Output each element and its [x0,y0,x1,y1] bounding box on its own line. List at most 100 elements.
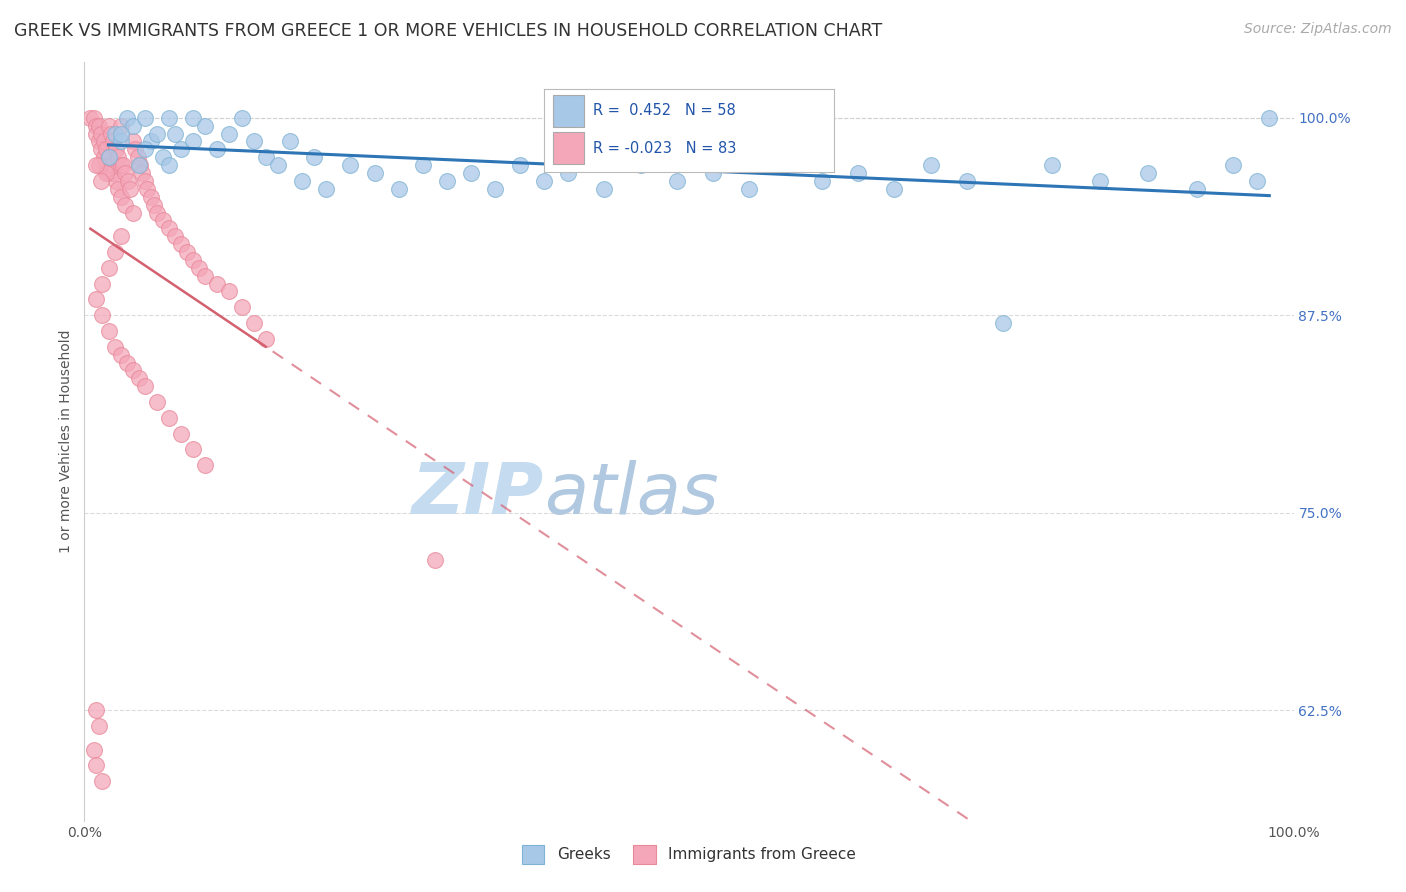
Point [181,135,204,149]
Text: ZIP: ZIP [412,460,544,529]
Point [484,182,506,196]
Point [110,127,132,141]
Point [460,166,482,180]
Point [242,316,264,330]
Point [254,332,277,346]
Point [165,229,187,244]
Point [97,150,120,164]
Point [110,190,132,204]
Point [146,127,169,141]
Point [114,197,136,211]
Point [388,182,411,196]
Point [94,142,117,156]
Point [846,166,869,180]
Point [121,205,143,219]
Point [339,158,361,172]
Point [143,197,166,211]
Point [218,127,240,141]
Point [110,119,132,133]
Point [86,293,108,307]
Point [993,316,1015,330]
Point [146,395,169,409]
Point [1137,166,1160,180]
Point [278,135,301,149]
Point [87,719,110,733]
Point [170,237,193,252]
Point [107,150,129,164]
Point [117,174,139,188]
Point [79,111,101,125]
Point [110,135,132,149]
Point [87,135,110,149]
Point [152,213,174,227]
Point [112,158,135,172]
Point [103,135,125,149]
Point [738,182,761,196]
Point [363,166,385,180]
Point [107,182,129,196]
Point [956,174,979,188]
Point [1040,158,1063,172]
Point [231,111,253,125]
Point [86,127,108,141]
Point [593,182,616,196]
Point [86,158,108,172]
Point [665,174,688,188]
Point [87,158,110,172]
Point [91,277,114,291]
Point [100,127,122,141]
Point [100,158,122,172]
Point [165,127,187,141]
Point [121,363,143,377]
Point [110,158,132,172]
Text: Source: ZipAtlas.com: Source: ZipAtlas.com [1244,22,1392,37]
Point [157,410,180,425]
Point [103,166,125,180]
Point [97,150,120,164]
Point [86,758,108,772]
Point [170,142,193,156]
Point [152,150,174,164]
Point [412,158,434,172]
Point [176,244,198,259]
Point [533,174,555,188]
Point [134,142,156,156]
Point [91,308,114,322]
Point [120,182,142,196]
Point [630,158,652,172]
Point [1222,158,1244,172]
Text: GREEK VS IMMIGRANTS FROM GREECE 1 OR MORE VEHICLES IN HOUSEHOLD CORRELATION CHAR: GREEK VS IMMIGRANTS FROM GREECE 1 OR MOR… [14,22,883,40]
Point [86,703,108,717]
Point [110,229,132,244]
Point [242,135,264,149]
Point [104,174,127,188]
Point [134,379,156,393]
Point [90,142,112,156]
Point [181,111,204,125]
Point [423,553,446,567]
Point [1258,111,1281,125]
Point [157,221,180,235]
Point [315,182,337,196]
Point [811,174,834,188]
Point [218,285,240,299]
Point [128,158,150,172]
Point [134,111,156,125]
Point [97,119,120,133]
Point [129,158,152,172]
Point [181,442,204,457]
Point [1185,182,1208,196]
Point [181,252,204,267]
Point [83,742,105,756]
Point [139,135,162,149]
Point [87,119,110,133]
Point [557,166,579,180]
Point [97,166,120,180]
Point [124,142,146,156]
Point [194,458,217,473]
Point [86,119,108,133]
Point [1088,174,1111,188]
Point [702,166,724,180]
Point [97,324,120,338]
Point [134,174,156,188]
